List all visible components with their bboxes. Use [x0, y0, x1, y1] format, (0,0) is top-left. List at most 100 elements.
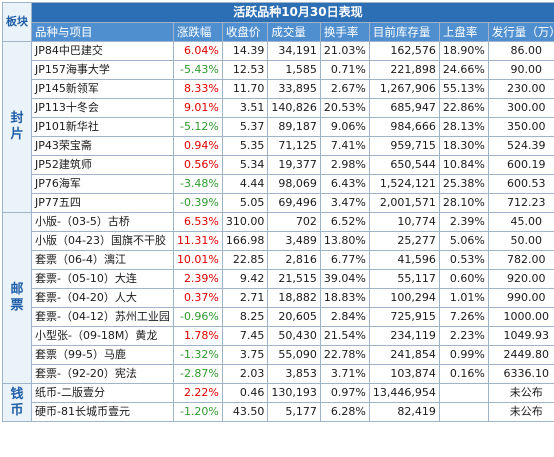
- row-name: 小版（04-23）国旗不干胶: [31, 231, 174, 251]
- row-rate: 18.90%: [438, 41, 489, 61]
- row-rate: 0.60%: [438, 269, 489, 289]
- col-change-header: 涨跌幅: [172, 22, 223, 42]
- row-inventory: 241,854: [368, 345, 440, 365]
- row-rate: [438, 402, 489, 422]
- row-close: 0.46: [221, 383, 269, 403]
- row-name: JP52建筑师: [31, 155, 174, 175]
- row-volume: 2,816: [267, 250, 321, 270]
- row-name: 套票-（05-10）大连: [31, 269, 174, 289]
- row-volume: 34,191: [267, 41, 321, 61]
- row-change: 6.53%: [172, 212, 223, 232]
- row-issue: 1000.00: [487, 307, 554, 327]
- row-name: JP77五四: [31, 193, 174, 213]
- row-name: 硬币-81长城币壹元: [31, 402, 174, 422]
- row-change: 10.01%: [172, 250, 223, 270]
- row-name: JP84中巴建交: [31, 41, 174, 61]
- row-turnover: 2.98%: [319, 155, 370, 175]
- row-volume: 3,489: [267, 231, 321, 251]
- row-name: JP101新华社: [31, 117, 174, 137]
- row-name: JP157海事大学: [31, 60, 174, 80]
- row-close: 5.35: [221, 136, 269, 156]
- row-close: 4.44: [221, 174, 269, 194]
- row-issue: 524.39: [487, 136, 554, 156]
- row-rate: 2.39%: [438, 212, 489, 232]
- row-name: JP145新领军: [31, 79, 174, 99]
- row-inventory: 103,874: [368, 364, 440, 384]
- row-volume: 89,187: [267, 117, 321, 137]
- row-rate: 7.26%: [438, 307, 489, 327]
- row-turnover: 6.52%: [319, 212, 370, 232]
- row-turnover: 0.97%: [319, 383, 370, 403]
- row-change: 0.37%: [172, 288, 223, 308]
- row-turnover: 21.03%: [319, 41, 370, 61]
- row-change: 6.04%: [172, 41, 223, 61]
- row-rate: 28.10%: [438, 193, 489, 213]
- table-row: 套票（99-5）马鹿 -1.32% 3.75 55,090 22.78% 241,854 0…: [3, 345, 554, 365]
- table-row: JP101新华社 -5.12% 5.37 89,187 9.06% 984,666 28.1…: [3, 117, 554, 137]
- col-close-header: 收盘价: [221, 22, 269, 42]
- row-close: 5.34: [221, 155, 269, 175]
- row-rate: 0.53%: [438, 250, 489, 270]
- col-name-header: 品种与项目: [31, 22, 174, 42]
- row-inventory: 2,001,571: [368, 193, 440, 213]
- section-column-header: 板块: [2, 2, 32, 42]
- row-inventory: 650,544: [368, 155, 440, 175]
- row-close: 3.75: [221, 345, 269, 365]
- row-name: 小型张-（09-18M）黄龙: [31, 326, 174, 346]
- row-close: 166.98: [221, 231, 269, 251]
- row-volume: 140,826: [267, 98, 321, 118]
- row-change: -1.20%: [172, 402, 223, 422]
- row-change: 0.56%: [172, 155, 223, 175]
- row-inventory: 100,294: [368, 288, 440, 308]
- table-body: 封片 JP84中巴建交 6.04% 14.39 34,191 21.03% 162,576 1…: [2, 41, 554, 422]
- row-inventory: 725,915: [368, 307, 440, 327]
- row-rate: 28.13%: [438, 117, 489, 137]
- table-row: JP77五四 -0.39% 5.05 69,496 3.47% 2,001,571 28.1…: [3, 193, 554, 213]
- row-inventory: 959,715: [368, 136, 440, 156]
- row-close: 3.51: [221, 98, 269, 118]
- row-inventory: 162,576: [368, 41, 440, 61]
- col-volume-header: 成交量: [267, 22, 321, 42]
- table-title: 活跃品种10月30日表现: [31, 2, 554, 23]
- row-rate: 25.38%: [438, 174, 489, 194]
- row-volume: 69,496: [267, 193, 321, 213]
- row-close: 11.70: [221, 79, 269, 99]
- col-inventory-header: 目前库存量: [368, 22, 440, 42]
- row-close: 22.85: [221, 250, 269, 270]
- row-volume: 1,585: [267, 60, 321, 80]
- row-inventory: 10,774: [368, 212, 440, 232]
- table-row: 套票-（04-12）苏州工业园 -0.96% 8.25 20,605 2.84% 725,…: [3, 307, 554, 327]
- row-issue: 350.00: [487, 117, 554, 137]
- row-rate: 5.06%: [438, 231, 489, 251]
- row-turnover: 6.77%: [319, 250, 370, 270]
- table-row: 套票-（05-10）大连 2.39% 9.42 21,515 39.04% 55,117 0…: [3, 269, 554, 289]
- row-change: 9.01%: [172, 98, 223, 118]
- row-issue: 712.23: [487, 193, 554, 213]
- row-turnover: 39.04%: [319, 269, 370, 289]
- row-name: 套票（99-5）马鹿: [31, 345, 174, 365]
- row-change: -0.39%: [172, 193, 223, 213]
- row-close: 2.71: [221, 288, 269, 308]
- row-volume: 50,430: [267, 326, 321, 346]
- row-volume: 19,377: [267, 155, 321, 175]
- row-turnover: 7.41%: [319, 136, 370, 156]
- row-issue: 86.00: [487, 41, 554, 61]
- row-name: 纸币-二版壹分: [31, 383, 174, 403]
- row-issue: 990.00: [487, 288, 554, 308]
- row-turnover: 21.54%: [319, 326, 370, 346]
- row-change: -5.12%: [172, 117, 223, 137]
- row-volume: 3,853: [267, 364, 321, 384]
- section-label: 钱币: [2, 383, 32, 422]
- row-volume: 98,069: [267, 174, 321, 194]
- table-row: JP43荣宝斋 0.94% 5.35 71,125 7.41% 959,715 18.30%…: [3, 136, 554, 156]
- row-inventory: 55,117: [368, 269, 440, 289]
- row-close: 310.00: [221, 212, 269, 232]
- row-issue: 90.00: [487, 60, 554, 80]
- row-close: 8.25: [221, 307, 269, 327]
- row-change: 2.39%: [172, 269, 223, 289]
- row-change: -2.87%: [172, 364, 223, 384]
- table-row: 小版（04-23）国旗不干胶 11.31% 166.98 3,489 13.80% 25,…: [3, 231, 554, 251]
- row-change: 11.31%: [172, 231, 223, 251]
- row-close: 43.50: [221, 402, 269, 422]
- col-issue-header: 发行量（万）: [487, 22, 554, 42]
